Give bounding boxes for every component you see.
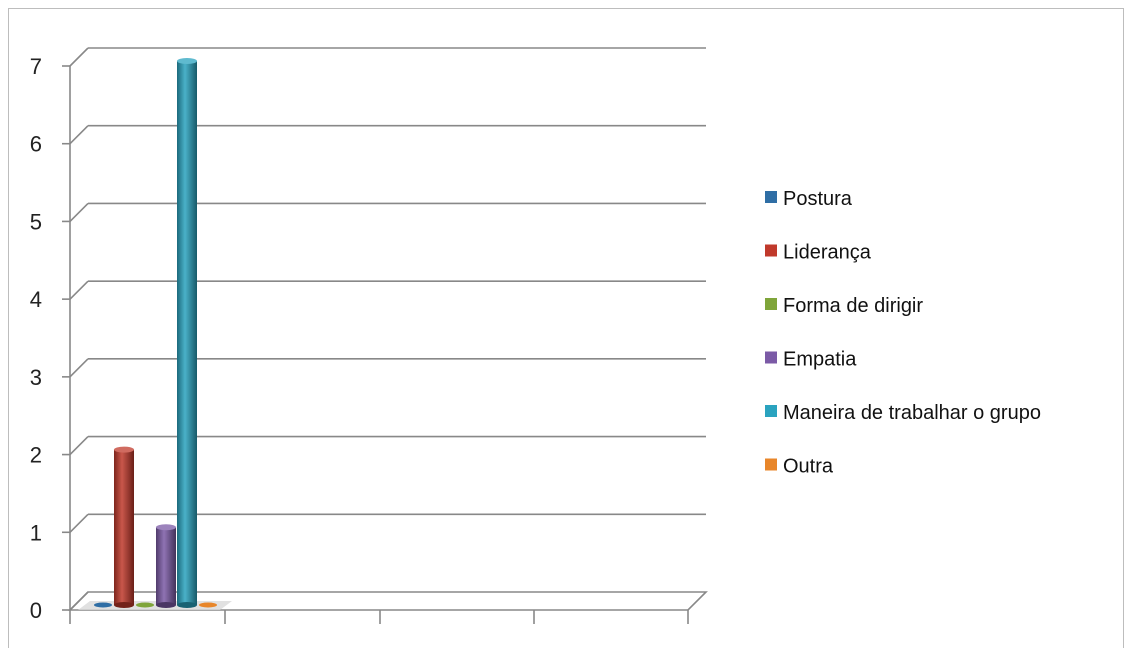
gridline-depth — [69, 513, 89, 533]
gridline-depth — [69, 125, 89, 145]
legend: Postura Liderança Forma de dirigir Empatia M… — [765, 188, 1041, 478]
legend-label: Forma de dirigir — [783, 295, 923, 317]
gridline-depth — [69, 358, 89, 378]
legend-item: Postura — [765, 188, 853, 210]
gridline-depth — [69, 280, 89, 300]
legend-swatch — [765, 458, 777, 471]
legend-swatch — [765, 244, 777, 257]
y-tick-label: 2 — [30, 443, 42, 468]
y-tick-label: 7 — [30, 54, 42, 79]
y-tick-label: 6 — [30, 132, 42, 157]
legend-swatch — [765, 191, 777, 203]
legend-item: Maneira de trabalhar o grupo — [765, 402, 1041, 424]
bar-body — [156, 527, 176, 605]
y-tick-label: 3 — [30, 365, 42, 390]
bar-body — [177, 61, 197, 605]
bar-top — [156, 524, 176, 531]
legend-swatch — [765, 405, 777, 417]
y-tick-label: 1 — [30, 520, 42, 545]
y-tick-label: 0 — [30, 598, 42, 623]
bar-base — [114, 602, 134, 608]
legend-label: Outra — [783, 456, 834, 478]
bar-zero-disc — [199, 602, 217, 608]
legend-swatch — [765, 351, 777, 364]
legend-item: Empatia — [765, 349, 857, 371]
legend-swatch — [765, 298, 777, 310]
bar-base — [156, 602, 176, 608]
bar-zero-disc — [136, 602, 154, 608]
bar-zero-disc — [94, 602, 112, 608]
chart-frame — [8, 8, 1124, 648]
y-tick-label: 5 — [30, 209, 42, 234]
axes — [62, 65, 708, 624]
legend-item: Forma de dirigir — [765, 295, 923, 317]
bar-body — [114, 449, 134, 605]
legend-item: Liderança — [765, 242, 872, 264]
y-tick-label: 4 — [30, 287, 42, 312]
gridline-depth — [69, 202, 89, 222]
bar-lideran-a — [114, 446, 134, 608]
legend-item: Outra — [765, 456, 834, 478]
legend-label: Liderança — [783, 242, 872, 264]
y-axis-ticks: 0 1 2 3 4 5 6 7 — [30, 54, 42, 623]
legend-label: Maneira de trabalhar o grupo — [783, 402, 1041, 424]
legend-label: Postura — [783, 188, 853, 210]
bars — [94, 58, 217, 608]
bar-outra — [199, 602, 217, 608]
bar-postura — [94, 602, 112, 608]
bar-forma-de-dirigir — [136, 602, 154, 608]
floor — [68, 591, 708, 611]
bar-top — [177, 58, 197, 64]
bar-empatia — [156, 524, 176, 608]
bar-top — [114, 446, 134, 453]
legend-label: Empatia — [783, 349, 857, 371]
bar-maneira-de-trabalhar-o-grupo — [177, 58, 197, 608]
gridline-depth — [69, 47, 89, 67]
bar-base — [177, 602, 197, 608]
gridline-depth — [69, 436, 89, 456]
